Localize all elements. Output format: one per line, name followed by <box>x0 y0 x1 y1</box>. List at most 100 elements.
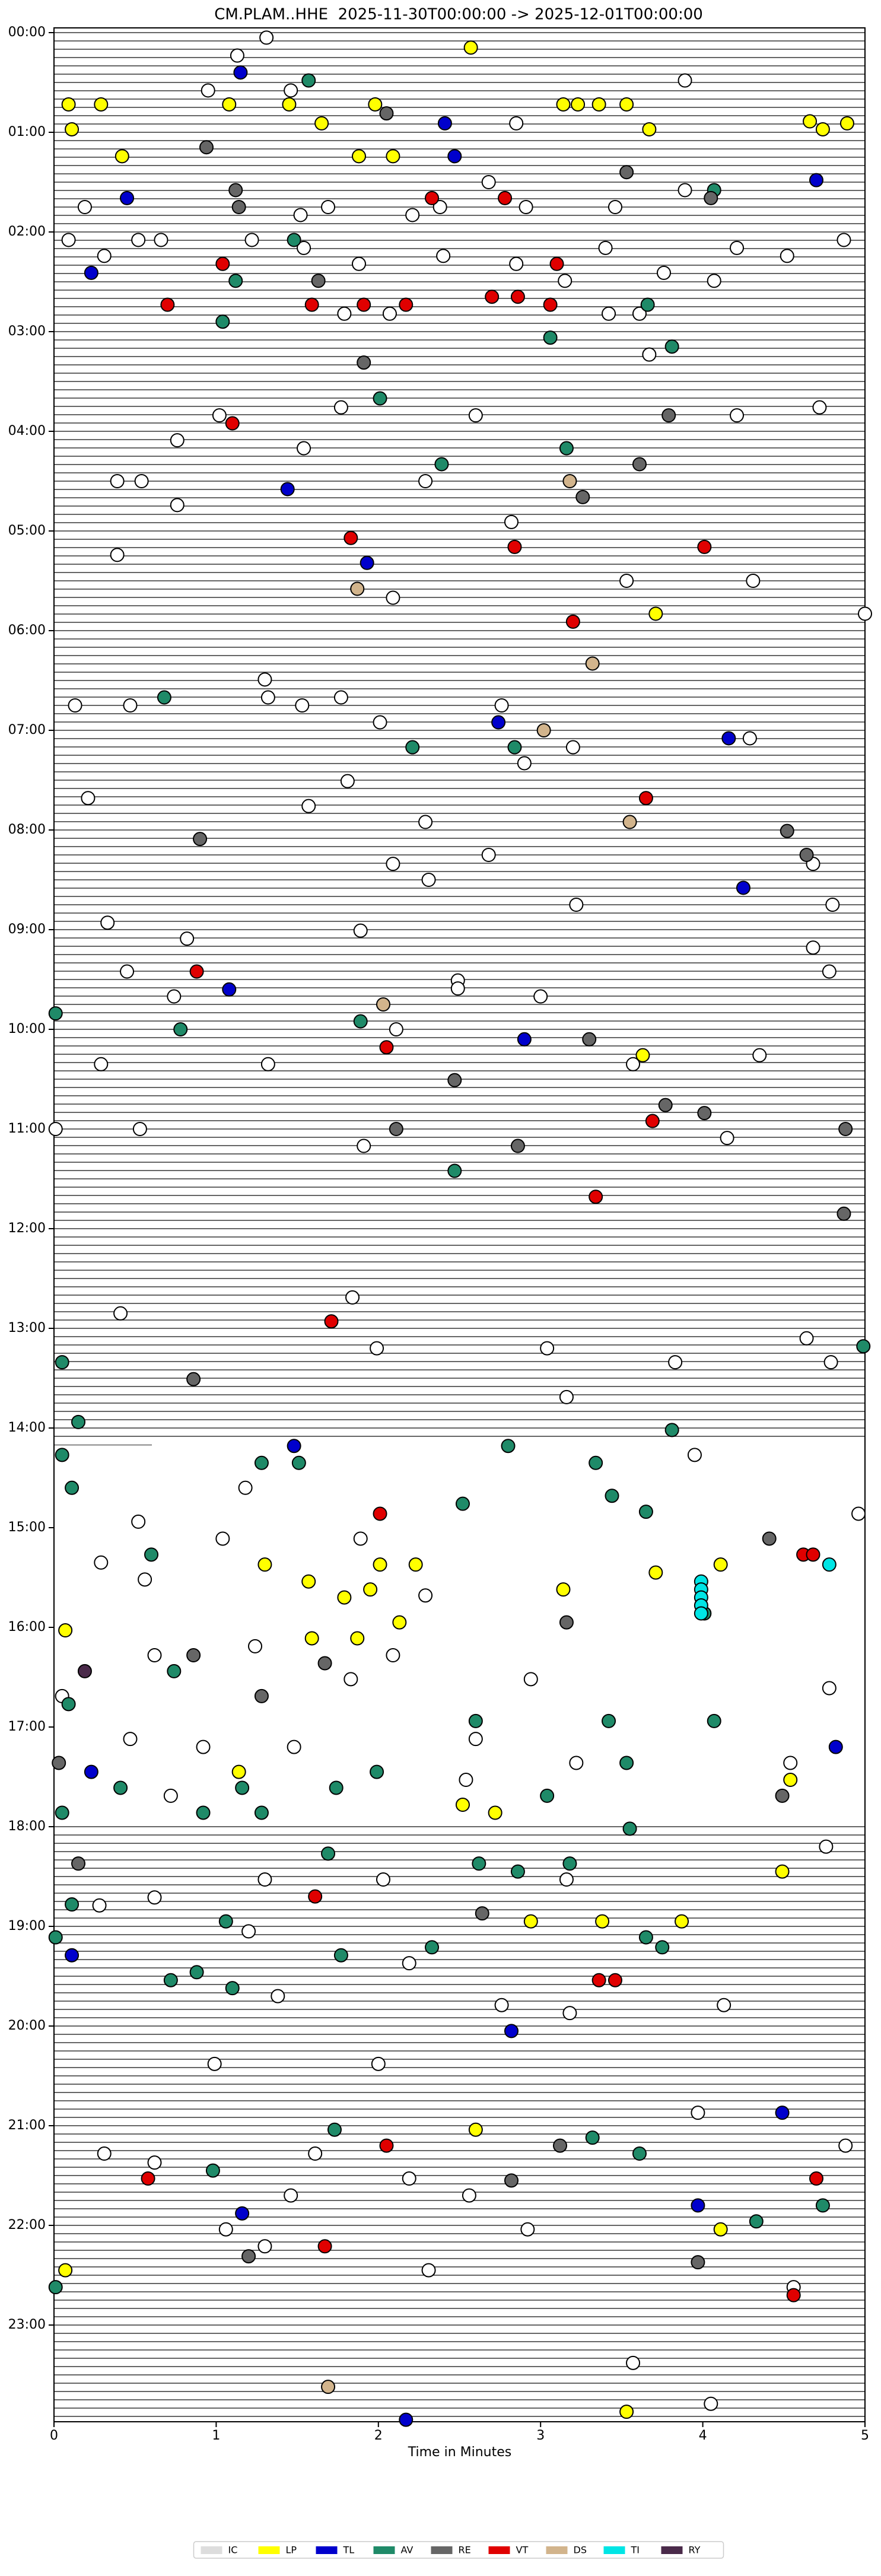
event-marker <box>418 474 433 488</box>
event-marker <box>664 339 679 354</box>
event-marker <box>244 233 259 247</box>
event-marker <box>284 83 298 98</box>
event-marker <box>327 2122 342 2137</box>
event-marker <box>837 233 851 247</box>
event-marker <box>144 1547 159 1562</box>
event-marker <box>504 2173 519 2188</box>
event-marker <box>707 1713 721 1728</box>
event-marker <box>113 1306 128 1321</box>
event-marker <box>94 97 109 112</box>
event-marker <box>110 474 125 488</box>
event-marker <box>742 731 757 746</box>
event-marker <box>370 1341 384 1356</box>
event-marker <box>333 400 348 415</box>
event-marker <box>655 1940 670 1955</box>
event-marker <box>494 1998 509 2012</box>
legend-label: RY <box>689 2545 701 2556</box>
traces <box>54 32 865 2417</box>
event-marker <box>638 791 653 806</box>
event-marker <box>138 1572 152 1587</box>
event-marker <box>408 1557 423 1572</box>
event-marker <box>523 1672 538 1687</box>
x-tick-label: 0 <box>50 2428 58 2443</box>
event-marker <box>61 233 76 247</box>
event-marker <box>523 1914 538 1929</box>
event-marker <box>230 48 244 63</box>
event-marker <box>379 1040 394 1055</box>
y-tick-label: 21:00 <box>8 2118 46 2133</box>
event-marker <box>475 1906 489 1921</box>
event-marker <box>582 1032 597 1047</box>
y-tick-label: 07:00 <box>8 723 46 737</box>
legend-swatch <box>373 2546 395 2554</box>
event-marker <box>304 1631 319 1646</box>
event-marker <box>357 1138 371 1153</box>
event-marker <box>257 1872 272 1887</box>
event-marker <box>65 122 79 136</box>
event-marker <box>84 1764 98 1779</box>
legend-swatch <box>661 2546 683 2554</box>
event-marker <box>58 2263 73 2278</box>
event-marker <box>48 1122 63 1136</box>
event-marker <box>353 1531 368 1546</box>
event-marker <box>120 964 135 979</box>
event-marker <box>678 183 692 198</box>
plot-frame <box>53 27 866 2422</box>
event-marker <box>809 173 823 187</box>
event-marker <box>775 2106 790 2120</box>
event-marker <box>399 2412 414 2427</box>
event-marker <box>823 1355 838 1370</box>
event-marker <box>462 2188 476 2203</box>
event-marker <box>421 873 436 887</box>
event-marker <box>350 1631 365 1646</box>
event-marker <box>459 1773 473 1788</box>
event-marker <box>638 1930 653 1945</box>
y-tick-label: 16:00 <box>8 1620 46 1634</box>
event-marker <box>233 65 248 80</box>
event-marker <box>668 1355 683 1370</box>
event-marker <box>52 1756 66 1770</box>
event-marker <box>504 2024 519 2038</box>
event-marker <box>786 2288 801 2303</box>
event-marker <box>212 408 227 423</box>
event-marker <box>337 1590 352 1605</box>
event-marker <box>632 2146 647 2161</box>
event-marker <box>180 931 195 946</box>
event-marker <box>605 1489 619 1503</box>
event-marker <box>257 2239 272 2254</box>
event-marker <box>498 190 513 205</box>
event-marker <box>640 297 655 312</box>
event-marker <box>645 1114 660 1128</box>
event-marker <box>491 715 506 730</box>
event-marker <box>141 2171 155 2186</box>
event-marker <box>48 2280 63 2295</box>
event-marker <box>189 1965 204 1980</box>
event-marker <box>353 1014 368 1029</box>
event-marker <box>585 2130 600 2145</box>
event-marker <box>370 1764 384 1779</box>
event-marker <box>418 1588 433 1603</box>
event-marker <box>257 1557 272 1572</box>
event-marker <box>65 1897 79 1912</box>
event-marker <box>819 1839 834 1854</box>
x-tick-label: 5 <box>861 2428 869 2443</box>
event-marker <box>389 1122 403 1136</box>
event-marker <box>215 1531 230 1546</box>
event-marker <box>196 1805 211 1820</box>
event-marker <box>71 1856 86 1871</box>
event-marker <box>825 898 840 912</box>
chart-title: CM.PLAM..HHE 2025-11-30T00:00:00 -> 2025… <box>214 6 703 24</box>
event-marker <box>147 1890 162 1905</box>
event-marker <box>697 539 712 554</box>
event-marker <box>812 400 827 415</box>
event-marker <box>386 590 400 605</box>
legend-label: TL <box>343 2545 355 2556</box>
event-marker <box>215 314 230 329</box>
event-marker <box>363 1582 378 1597</box>
event-marker <box>619 2405 634 2419</box>
event-marker <box>386 857 400 872</box>
event-marker <box>720 1131 734 1146</box>
event-marker <box>691 2255 705 2270</box>
event-marker <box>55 1805 69 1820</box>
event-marker <box>591 97 606 112</box>
